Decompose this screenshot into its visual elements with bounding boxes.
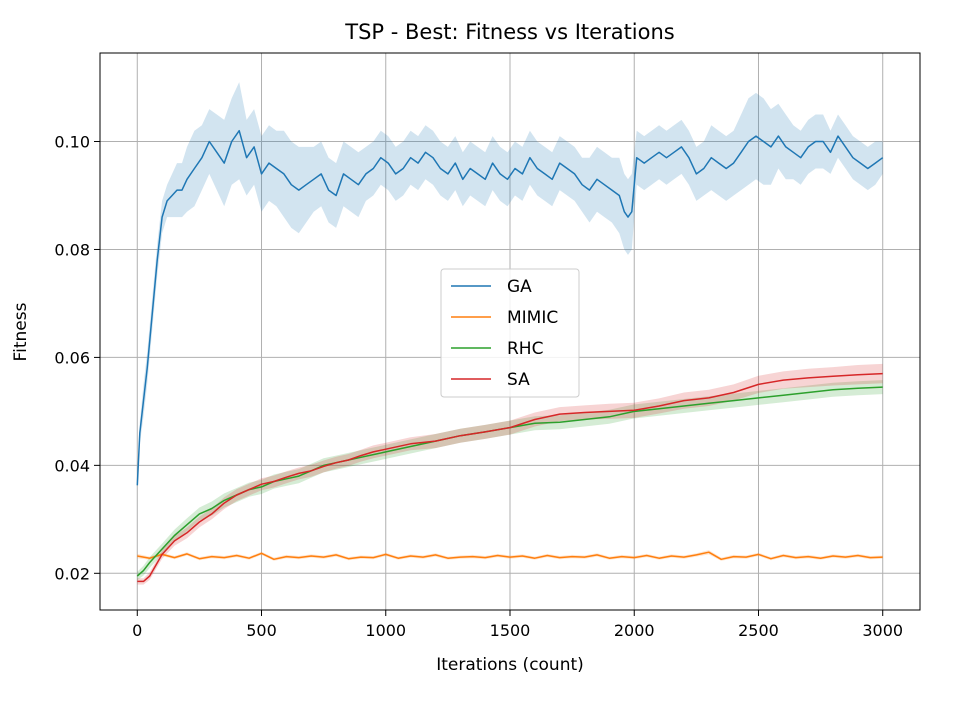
confidence-bands — [137, 82, 883, 585]
sa-band — [137, 363, 883, 585]
x-tick-label: 0 — [132, 621, 142, 640]
y-tick-label: 0.10 — [54, 133, 90, 152]
x-axis-label: Iterations (count) — [436, 655, 584, 675]
rhc-band — [137, 380, 883, 581]
x-tick-label: 3000 — [862, 621, 903, 640]
x-tick-label: 500 — [246, 621, 277, 640]
x-tick-label: 2500 — [738, 621, 779, 640]
x-tick-label: 2000 — [614, 621, 655, 640]
legend-label-rhc: RHC — [507, 339, 543, 359]
y-tick-label: 0.08 — [54, 240, 90, 259]
y-axis-ticks: 0.02 0.04 0.06 0.08 0.10 — [54, 133, 100, 583]
x-tick-label: 1500 — [490, 621, 531, 640]
legend-label-sa: SA — [507, 370, 530, 390]
grid-lines — [100, 53, 920, 610]
y-tick-label: 0.04 — [54, 456, 90, 475]
mimic-band — [137, 550, 883, 561]
rhc-line — [136, 386, 883, 577]
series-lines — [136, 129, 884, 583]
mimic-line — [137, 551, 883, 561]
legend-label-mimic: MIMIC — [507, 308, 558, 328]
y-tick-label: 0.06 — [54, 348, 90, 367]
ga-band — [137, 82, 883, 486]
x-axis-ticks: 0 500 1000 1500 2000 2500 3000 — [132, 610, 903, 640]
legend-box — [440, 268, 580, 398]
y-tick-label: 0.02 — [54, 564, 90, 583]
ga-line — [136, 129, 884, 486]
legend: GA MIMIC RHC SA — [440, 268, 580, 398]
y-axis-label: Fitness — [11, 302, 31, 361]
legend-label-ga: GA — [507, 277, 532, 297]
sa-line — [137, 372, 883, 583]
chart-title: TSP - Best: Fitness vs Iterations — [344, 20, 674, 44]
x-tick-label: 1000 — [365, 621, 406, 640]
